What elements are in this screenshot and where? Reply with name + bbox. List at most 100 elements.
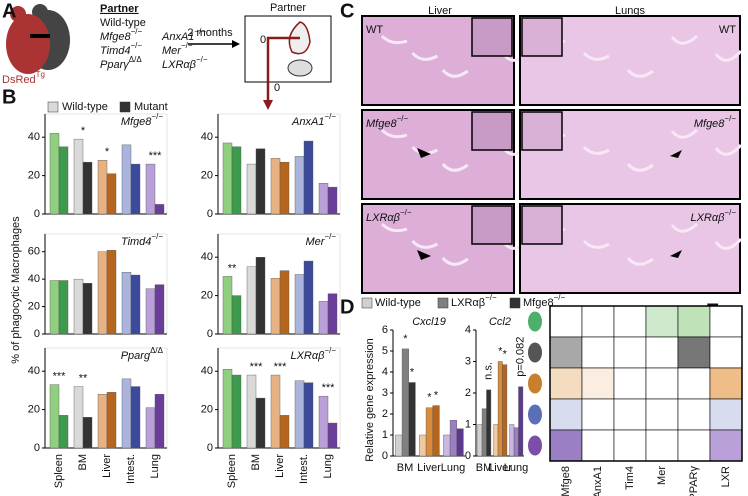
superscript: −/− <box>724 114 736 123</box>
bar <box>222 369 233 449</box>
gene-name: LXRαβ <box>162 59 197 71</box>
heat-cell <box>613 336 647 369</box>
y-tick-label: 1 <box>382 429 388 441</box>
histology <box>361 15 743 294</box>
heat-cell <box>613 398 647 431</box>
x-tick-label: Lung <box>149 454 161 478</box>
y-tick-label: 60 <box>28 246 40 258</box>
gene-label: Mfge8−/− <box>694 114 736 130</box>
significance: ** <box>228 262 237 274</box>
gene-label: Timd4−/− <box>121 232 163 248</box>
bar <box>121 272 132 335</box>
x-tick-label: Spleen <box>226 454 238 488</box>
bar <box>513 427 519 457</box>
bar <box>82 283 93 335</box>
significance: *** <box>53 371 67 383</box>
y-tick-label: 2 <box>465 387 471 399</box>
significance: * <box>410 366 415 378</box>
y-tick-label: 2 <box>382 408 388 420</box>
superscript: −/− <box>194 27 206 36</box>
bar <box>49 384 60 449</box>
vessel <box>582 239 610 249</box>
x-tick-label: BM <box>77 454 89 471</box>
heat-cell <box>549 398 583 431</box>
inset <box>471 111 513 151</box>
superscript: −/− <box>196 55 208 64</box>
column-label: Mer <box>656 466 668 485</box>
significance: ** <box>79 372 88 384</box>
bar <box>97 251 108 335</box>
vessel <box>714 237 743 250</box>
x-tick-label: Lung <box>504 462 528 474</box>
bar <box>130 386 141 449</box>
heat-cell <box>709 429 743 462</box>
bar <box>303 382 314 449</box>
y-tick-label: 1 <box>465 418 471 430</box>
superscript: −/− <box>181 41 193 50</box>
superscript: −/− <box>400 208 412 217</box>
legend-swatch <box>509 297 521 309</box>
y-tick-label: 0 <box>207 208 213 220</box>
bar <box>425 407 433 457</box>
y-tick-label: 20 <box>28 404 40 416</box>
bar <box>255 397 266 449</box>
x-tick-label: Intest. <box>125 454 137 484</box>
gene-name: LXRαβ <box>690 212 725 224</box>
superscript: −/− <box>324 346 336 355</box>
gene-name: Wild-type <box>375 297 421 309</box>
box <box>244 15 332 83</box>
zero: 0 <box>260 34 266 46</box>
bar <box>477 424 483 457</box>
vessel <box>411 51 439 61</box>
bar <box>327 293 338 335</box>
gene-name: Timd4 <box>121 236 151 248</box>
heat-cell <box>549 367 583 400</box>
bar <box>58 415 69 449</box>
y-tick-label: 20 <box>201 404 213 416</box>
gene-name: Mer <box>162 45 182 57</box>
vessel <box>380 34 408 45</box>
organ-icon <box>528 373 542 394</box>
bar <box>106 250 117 335</box>
y-tick-label: 20 <box>201 290 213 302</box>
heat-cell <box>645 367 679 400</box>
gene-label: LXRαβ−/− <box>451 293 497 309</box>
bar <box>303 260 314 335</box>
bar <box>401 348 409 457</box>
y-tick-label: 0 <box>34 208 40 220</box>
superscript: −/− <box>554 293 566 302</box>
vessel <box>380 222 408 233</box>
bar <box>456 428 464 457</box>
bar <box>106 392 117 449</box>
gene-label: AnxA1−/− <box>291 112 336 128</box>
zero: 0 <box>274 82 280 94</box>
y-tick-label: 40 <box>28 365 40 377</box>
vessel <box>626 162 654 172</box>
x-tick-label: Liver <box>488 462 512 474</box>
gene-name: Mfge8 <box>100 31 131 43</box>
bar <box>154 284 165 335</box>
vessel <box>411 239 439 249</box>
significance: * <box>434 390 439 402</box>
heading: Partner <box>100 3 139 15</box>
y-tick-label: 40 <box>28 273 40 285</box>
gene-name: Mfge8 <box>694 118 725 130</box>
bar <box>145 163 156 215</box>
bar <box>58 280 69 335</box>
vessel <box>626 256 654 266</box>
mice <box>6 4 70 74</box>
legend-swatch <box>47 101 59 113</box>
vessel <box>714 49 743 62</box>
gene-label: Mfge8−/− <box>121 112 163 128</box>
arrowhead <box>670 150 682 158</box>
gene-label: Mfge8−/− <box>366 114 408 130</box>
column-label: PPARγ <box>688 466 700 496</box>
vessel <box>714 143 743 156</box>
significance: * <box>105 146 110 158</box>
gene-label: Mer−/− <box>162 41 193 57</box>
panel-label: D <box>340 296 354 318</box>
bar <box>82 161 93 215</box>
y-axis-label: % of phagocytic Macrophages <box>10 216 22 364</box>
heat-cell <box>549 305 583 338</box>
vessel <box>626 68 654 78</box>
